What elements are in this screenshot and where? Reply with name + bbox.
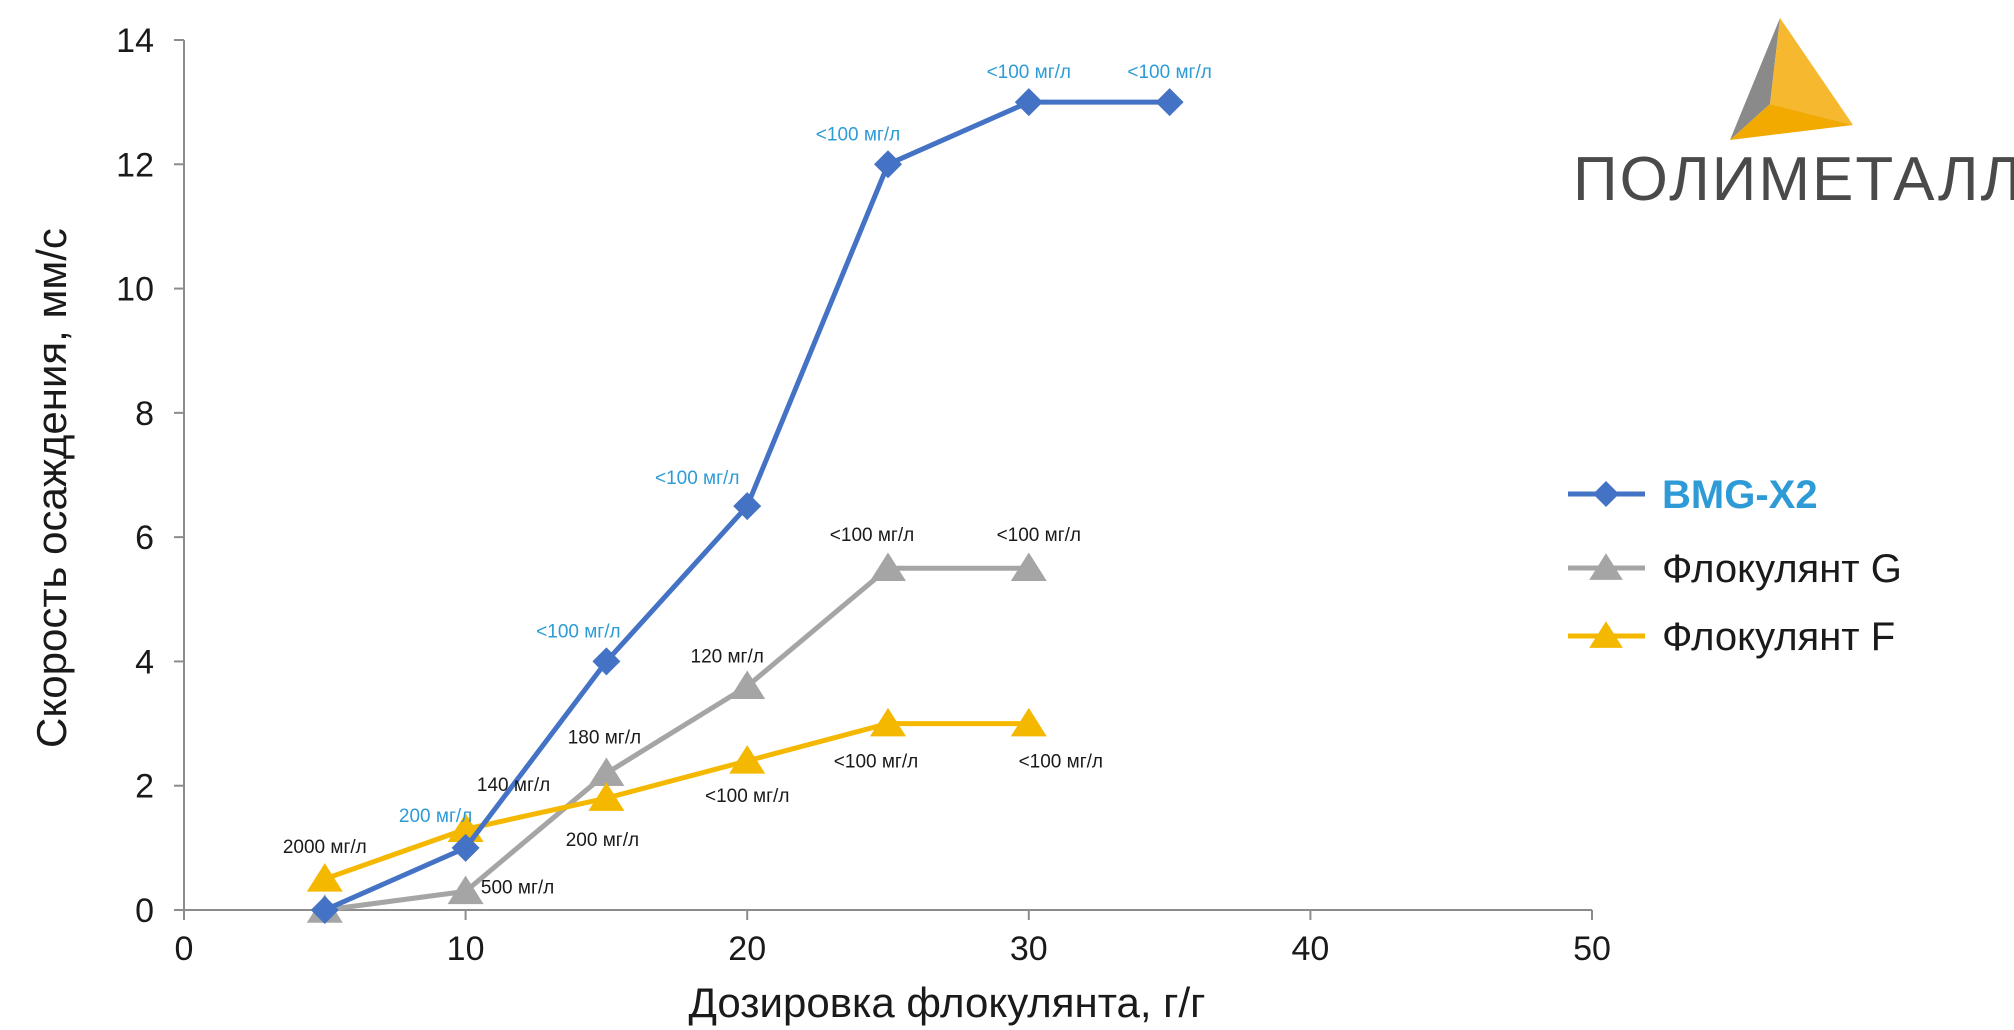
y-tick-label: 2 — [135, 768, 154, 806]
company-logo: ПОЛИМЕТАЛЛ — [1573, 18, 2014, 214]
series-1-line — [324, 565, 1029, 913]
legend-marker — [1589, 621, 1623, 648]
data-labels: 200 мг/л <100 мг/л <100 мг/л <100 мг/л <100 … — [283, 62, 1212, 898]
legend-marker — [1589, 553, 1623, 580]
series-2-point — [588, 782, 625, 811]
series-0-point — [310, 896, 339, 924]
x-axis-title: Дозировка флокулянта, г/г — [689, 979, 1206, 1026]
data-label: <100 мг/л — [536, 621, 620, 642]
data-label: <100 мг/л — [655, 468, 739, 489]
logo-triangle-gray — [1730, 18, 1780, 140]
series-1-point — [588, 757, 625, 787]
series-layer — [306, 88, 1184, 924]
data-label: <100 мг/л — [705, 786, 789, 807]
data-label: 200 мг/л — [399, 806, 472, 827]
series-2-line — [323, 721, 1029, 882]
data-label: <100 мг/л — [1127, 62, 1211, 83]
data-label: <100 мг/л — [816, 124, 900, 145]
logo-triangle-gold — [1770, 18, 1853, 125]
y-tick-label: 0 — [135, 892, 154, 930]
legend: BMG-X2 Флокулянт G Флокулянт F — [1568, 473, 1902, 659]
x-tick-label: 10 — [447, 930, 485, 968]
legend-label: BMG-X2 — [1662, 473, 1818, 517]
legend-marker — [1593, 481, 1619, 507]
legend-label: Флокулянт F — [1662, 615, 1895, 659]
series-2 — [306, 707, 1047, 892]
series-1-point — [870, 552, 906, 581]
data-label: 120 мг/л — [691, 646, 764, 667]
x-tick-label: 20 — [728, 930, 766, 968]
y-tick-label: 12 — [116, 146, 154, 184]
data-label: 2000 мг/л — [283, 837, 367, 858]
series-0-point — [874, 150, 902, 179]
series-1-point — [729, 670, 766, 700]
series-2-point — [306, 863, 343, 892]
y-tick-label: 14 — [116, 22, 154, 60]
y-tick-label: 10 — [116, 271, 154, 309]
series-0-point — [1014, 88, 1043, 117]
series-0-point — [451, 833, 480, 862]
data-label: <100 мг/л — [830, 525, 914, 546]
data-label: 500 мг/л — [481, 877, 554, 898]
series-1-point — [447, 875, 484, 905]
data-label: <100 мг/л — [1019, 752, 1103, 773]
legend-item-2: Флокулянт F — [1568, 615, 1895, 659]
series-1 — [306, 552, 1047, 923]
y-axis-title: Скорость осаждения, мм/с — [28, 228, 75, 748]
data-label: <100 мг/л — [997, 525, 1081, 546]
data-label: <100 мг/л — [834, 752, 918, 773]
series-2-point — [870, 707, 906, 737]
series-0-point — [592, 647, 621, 676]
y-tick-label: 8 — [135, 395, 154, 433]
data-label: 180 мг/л — [568, 727, 641, 748]
logo-triangle-gold-base — [1730, 104, 1853, 140]
series-0 — [310, 88, 1184, 924]
legend-item-0: BMG-X2 — [1568, 473, 1818, 517]
series-0-point — [1155, 88, 1184, 117]
data-label: 140 мг/л — [477, 775, 550, 796]
y-tick-label: 4 — [135, 643, 154, 681]
x-tick-label: 50 — [1573, 930, 1611, 968]
y-tick-label: 6 — [135, 519, 154, 557]
logo-text: ПОЛИМЕТАЛЛ — [1573, 145, 2014, 214]
x-tick-label: 40 — [1291, 930, 1329, 968]
legend-item-1: Флокулянт G — [1568, 547, 1902, 591]
data-label: <100 мг/л — [987, 62, 1071, 83]
series-2-point — [1010, 707, 1047, 737]
legend-label: Флокулянт G — [1662, 547, 1902, 591]
series-0-point — [733, 492, 762, 521]
x-tick-label: 0 — [175, 930, 194, 968]
axes: 0 10 20 30 40 50 0 2 4 6 8 10 12 14 — [116, 22, 1611, 968]
data-label: 200 мг/л — [566, 830, 639, 851]
series-1-point — [1010, 552, 1047, 581]
x-tick-label: 30 — [1010, 930, 1048, 968]
series-2-point — [729, 745, 766, 774]
